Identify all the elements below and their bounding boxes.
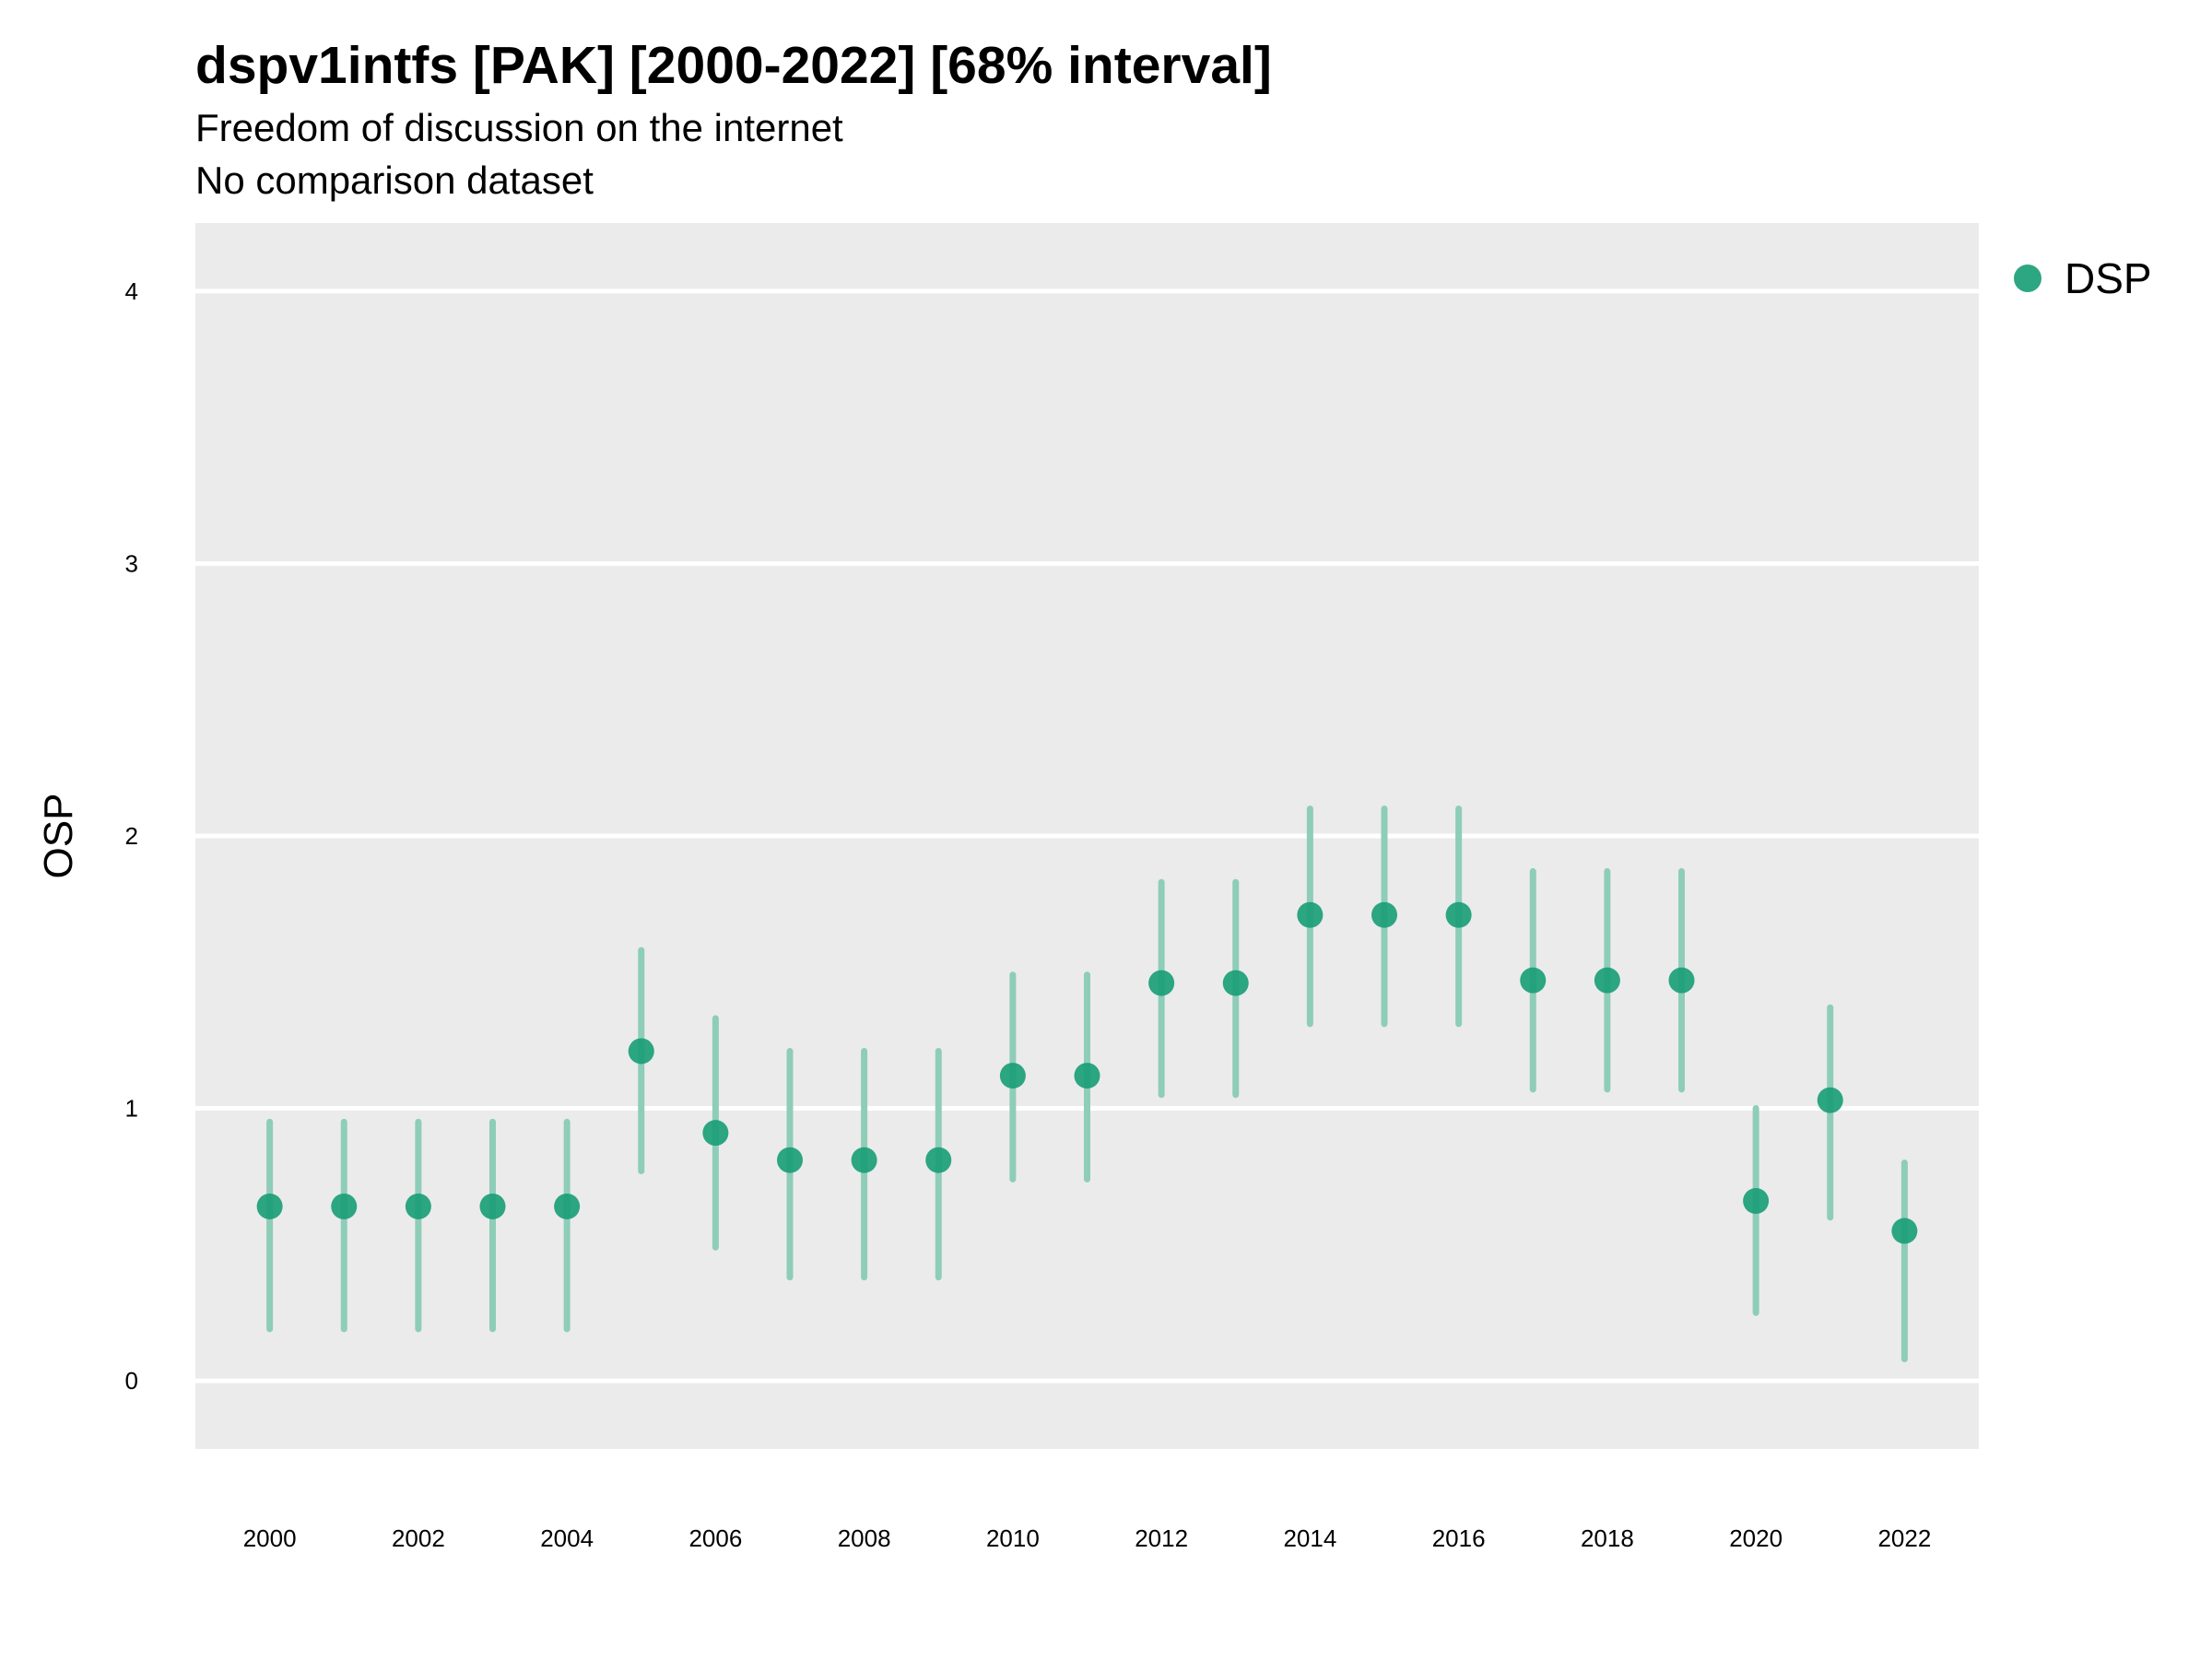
y-axis-label: OSP xyxy=(36,794,81,879)
data-point xyxy=(999,1063,1026,1089)
data-point xyxy=(1297,901,1324,928)
y-tick-label: 2 xyxy=(125,822,138,850)
x-tick-label: 2022 xyxy=(1877,1524,1931,1552)
data-point xyxy=(925,1147,952,1173)
chart-title: dspv1intfs [PAK] [2000-2022] [68% interv… xyxy=(195,36,1272,95)
data-point xyxy=(702,1120,729,1147)
data-point xyxy=(554,1193,581,1219)
data-point xyxy=(1371,901,1397,928)
data-points xyxy=(256,901,1918,1244)
data-point xyxy=(1445,901,1472,928)
y-tick-label: 1 xyxy=(125,1095,138,1123)
data-point xyxy=(1594,967,1620,994)
data-point xyxy=(628,1038,654,1065)
x-tick-label: 2010 xyxy=(986,1524,1040,1552)
x-tick-label: 2002 xyxy=(392,1524,445,1552)
data-point xyxy=(851,1147,877,1173)
x-tick-label: 2016 xyxy=(1432,1524,1486,1552)
data-point xyxy=(1148,970,1175,996)
x-tick-label: 2008 xyxy=(838,1524,891,1552)
x-tick-label: 2004 xyxy=(540,1524,594,1552)
data-point xyxy=(1520,967,1547,994)
x-tick-label: 2020 xyxy=(1729,1524,1783,1552)
chart-caption: No comparison dataset xyxy=(195,159,594,202)
y-axis-ticks: 0 1 2 3 4 xyxy=(125,277,138,1394)
data-point xyxy=(1074,1063,1100,1089)
x-tick-label: 2000 xyxy=(243,1524,297,1552)
legend: DSP xyxy=(2014,253,2152,303)
x-tick-label: 2018 xyxy=(1581,1524,1634,1552)
data-point xyxy=(1743,1188,1770,1215)
data-point xyxy=(405,1193,431,1219)
data-point xyxy=(256,1193,283,1219)
x-axis-ticks: 2000 2002 2004 2006 2008 2010 2012 2014 2016 2018… xyxy=(243,1524,1932,1552)
data-point xyxy=(1668,967,1695,994)
data-point xyxy=(1891,1218,1918,1244)
x-tick-label: 2006 xyxy=(688,1524,742,1552)
legend-label: DSP xyxy=(2065,254,2152,302)
data-point xyxy=(331,1193,358,1219)
y-tick-label: 0 xyxy=(125,1367,138,1394)
data-point xyxy=(777,1147,803,1173)
y-tick-label: 3 xyxy=(125,549,138,577)
data-point xyxy=(479,1193,506,1219)
chart-subtitle: Freedom of discussion on the internet xyxy=(195,106,843,149)
y-tick-label: 4 xyxy=(125,277,138,305)
data-point xyxy=(1222,970,1249,996)
x-tick-label: 2012 xyxy=(1135,1524,1188,1552)
data-point xyxy=(1817,1087,1843,1113)
x-tick-label: 2014 xyxy=(1283,1524,1336,1552)
legend-marker xyxy=(2014,265,2041,292)
